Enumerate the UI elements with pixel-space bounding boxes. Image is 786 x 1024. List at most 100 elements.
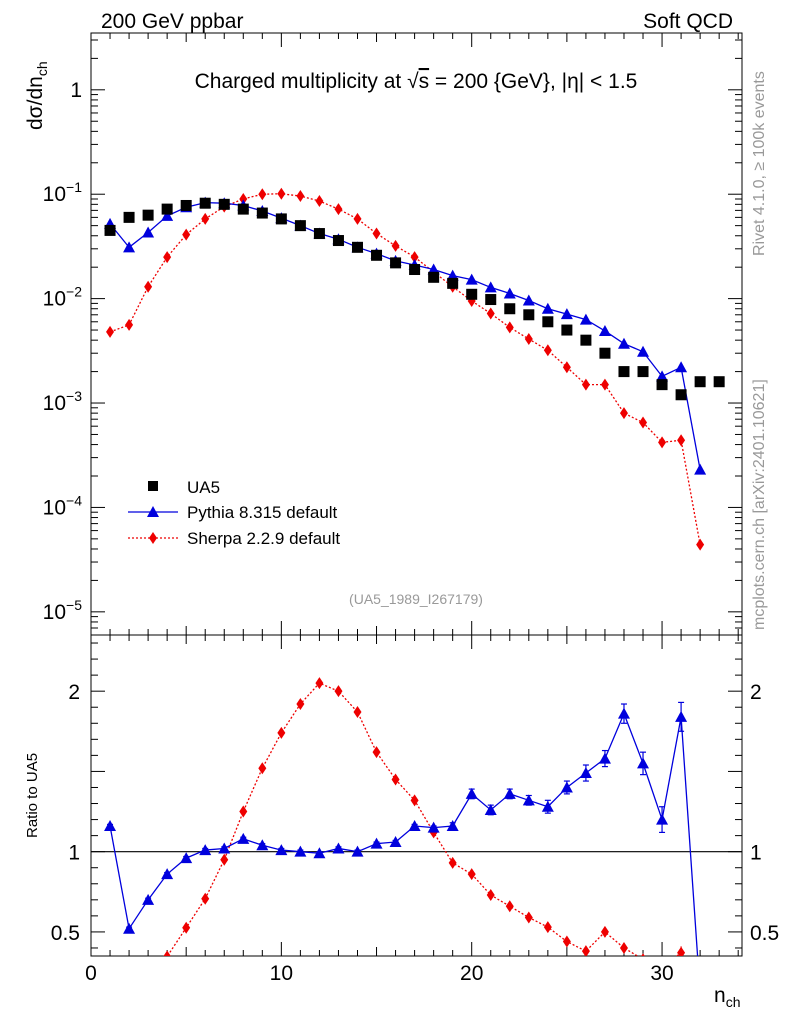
sherpa-ratio-point	[239, 805, 248, 818]
sherpa-ratio-point	[163, 950, 171, 956]
legend-sherpa-label: Sherpa 2.2.9 default	[187, 529, 340, 548]
pythia-ratio-point	[541, 800, 554, 812]
ua5-point	[275, 213, 287, 225]
sherpa-point	[619, 407, 628, 420]
header-right-label: Soft QCD	[643, 10, 733, 33]
pythia-ratio-point	[142, 893, 155, 905]
ratio-axis-ticks	[90, 635, 742, 956]
sherpa-point	[144, 280, 153, 293]
ua5-point	[142, 209, 154, 221]
x-tick-label: 0	[85, 962, 97, 985]
ratio-x-axis-label: nch	[714, 984, 740, 1010]
pythia-point	[637, 345, 650, 357]
main-series-layer	[104, 187, 725, 551]
sherpa-point	[258, 188, 267, 201]
ua5-point	[466, 288, 478, 300]
y-tick-label: 10−4	[43, 492, 83, 519]
pythia-ratio-point	[637, 757, 650, 769]
sherpa-ratio-point	[391, 773, 400, 786]
sherpa-point	[524, 333, 533, 346]
sherpa-ratio-point	[258, 762, 267, 775]
ua5-point	[580, 334, 592, 346]
ua5-point	[504, 303, 516, 315]
sherpa-ratio-point	[467, 868, 476, 881]
sherpa-ratio-point	[581, 945, 590, 956]
ua5-point	[523, 309, 535, 321]
legend-sherpa-marker	[149, 532, 157, 544]
main-axis-ticks	[90, 33, 742, 636]
ua5-point	[675, 389, 687, 401]
ua5-point	[542, 316, 554, 328]
main-y-tick-labels: 1 10−1 10−2 10−3 10−4 10−5	[43, 79, 83, 624]
sherpa-ratio-point	[144, 973, 152, 985]
pythia-point	[123, 241, 136, 253]
ratio-series-layer	[104, 677, 699, 985]
x-tick-label: 20	[460, 962, 483, 985]
ratio-plot-frame	[90, 634, 743, 957]
ua5-point	[237, 203, 249, 215]
rivet-version-label: Rivet 4.1.0, ≥ 100k events	[751, 71, 768, 256]
pythia-point	[427, 263, 440, 275]
sherpa-point	[639, 416, 648, 429]
ua5-point	[161, 203, 173, 215]
ua5-point	[637, 366, 649, 378]
y-tick-label: 10−1	[43, 179, 83, 206]
sherpa-ratio-point	[562, 935, 571, 948]
ua5-point	[180, 199, 192, 211]
pythia-point	[522, 294, 535, 306]
main-y-axis-label: dσ/dnch	[24, 61, 50, 130]
sherpa-ratio-point	[296, 698, 305, 711]
x-tick-label: 10	[270, 962, 293, 985]
pythia-ratio-point	[370, 837, 383, 849]
pythia-point	[579, 313, 592, 325]
pythia-ratio-line	[109, 711, 699, 956]
y-tick-label: 1	[68, 842, 80, 865]
sherpa-ratio-point	[201, 892, 210, 905]
legend: UA5 Pythia 8.315 default Sherpa 2.2.9 de…	[128, 478, 340, 548]
ua5-point	[447, 277, 459, 289]
y-tick-label-right: 2	[750, 681, 762, 704]
sherpa-point	[486, 307, 495, 320]
plot-title: Charged multiplicity at √s = 200 {GeV}, …	[195, 70, 638, 93]
sherpa-point	[277, 187, 286, 200]
sherpa-point	[581, 378, 590, 391]
pythia-ratio-point	[275, 844, 288, 856]
pythia-point	[675, 361, 688, 373]
pythia-ratio-point	[351, 845, 364, 857]
sherpa-point	[658, 436, 667, 449]
pythia-ratio-point	[294, 845, 307, 857]
ua5-point	[713, 376, 725, 388]
pythia-point	[484, 281, 497, 293]
sherpa-point	[201, 212, 210, 225]
ua5-point	[256, 207, 268, 219]
pythia-ratio-point	[104, 819, 117, 831]
analysis-id-label: (UA5_1989_I267179)	[349, 591, 483, 607]
pythia-ratio-point	[656, 813, 669, 825]
y-tick-label-right: 0.5	[750, 922, 779, 945]
sherpa-ratio-point	[619, 941, 628, 954]
ua5-point	[199, 197, 211, 209]
ua5-point	[351, 241, 363, 253]
pythia-point	[465, 273, 478, 285]
ua5-point	[123, 211, 135, 223]
sherpa-point	[677, 434, 686, 447]
sherpa-ratio-point	[543, 921, 552, 934]
y-tick-label: 10−2	[43, 284, 83, 311]
ua5-point	[694, 376, 706, 388]
pythia-ratio-point	[675, 710, 688, 722]
sherpa-point	[163, 251, 172, 264]
sherpa-point	[505, 321, 514, 334]
y-tick-label: 1	[70, 79, 82, 102]
pythia-point	[560, 308, 573, 320]
legend-ua5-label: UA5	[187, 478, 220, 497]
sherpa-point	[125, 318, 134, 331]
sherpa-ratio-point	[220, 853, 229, 866]
pythia-ratio-point	[427, 821, 440, 833]
y-tick-label-right: 1	[750, 842, 762, 865]
sherpa-ratio-point	[524, 911, 533, 924]
sherpa-point	[334, 203, 343, 216]
sherpa-point	[353, 212, 362, 225]
ratio-x-tick-labels: 0 10 20 30	[85, 962, 674, 985]
ua5-point	[599, 347, 611, 359]
